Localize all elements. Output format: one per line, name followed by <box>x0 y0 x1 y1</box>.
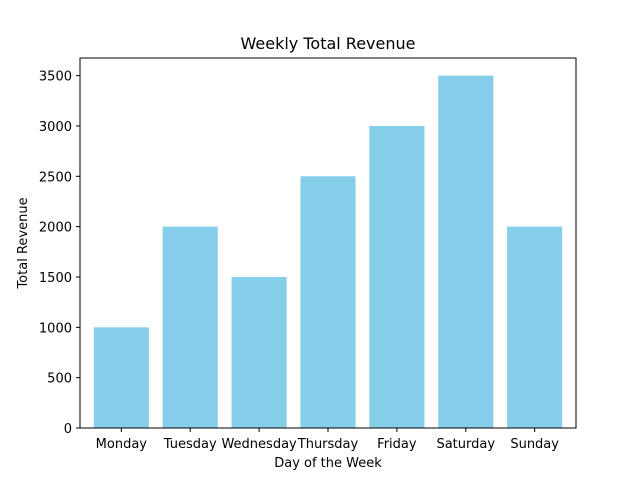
chart-title: Weekly Total Revenue <box>241 34 416 53</box>
bar-sunday <box>507 226 563 428</box>
x-tick-label: Sunday <box>510 437 559 452</box>
y-tick-label: 3000 <box>39 120 72 135</box>
bar-friday <box>369 125 425 429</box>
y-axis-ticks: 0 500 1000 1500 2000 2500 3000 3500 <box>39 70 80 437</box>
x-tick-label: Wednesday <box>221 437 297 452</box>
y-tick-label: 3500 <box>39 70 72 85</box>
x-axis-label: Day of the Week <box>274 456 382 471</box>
y-tick-label: 1500 <box>39 271 72 286</box>
x-tick-label: Monday <box>96 437 148 452</box>
x-axis-ticks: Monday Tuesday Wednesday Thursday Friday Satu… <box>96 428 559 452</box>
x-tick-label: Saturday <box>436 437 495 452</box>
bars-group <box>93 75 563 429</box>
plot-area: 0 500 1000 1500 2000 2500 3000 3500 Monday Tuesd… <box>39 57 577 452</box>
y-tick-label: 2000 <box>39 221 72 236</box>
y-tick-label: 1000 <box>39 321 72 336</box>
x-tick-label: Friday <box>377 437 417 452</box>
bar-saturday <box>438 75 494 428</box>
y-tick-label: 2500 <box>39 170 72 185</box>
x-tick-label: Thursday <box>297 437 359 452</box>
bar-thursday <box>300 176 356 428</box>
plot-frame <box>79 57 577 429</box>
bar-monday <box>93 327 149 428</box>
bar-tuesday <box>162 226 218 428</box>
bar-wednesday <box>231 276 287 428</box>
y-tick-label: 500 <box>47 372 72 387</box>
x-tick-label: Tuesday <box>163 437 217 452</box>
y-tick-label: 0 <box>64 422 72 437</box>
y-axis-label: Total Revenue <box>16 197 31 289</box>
